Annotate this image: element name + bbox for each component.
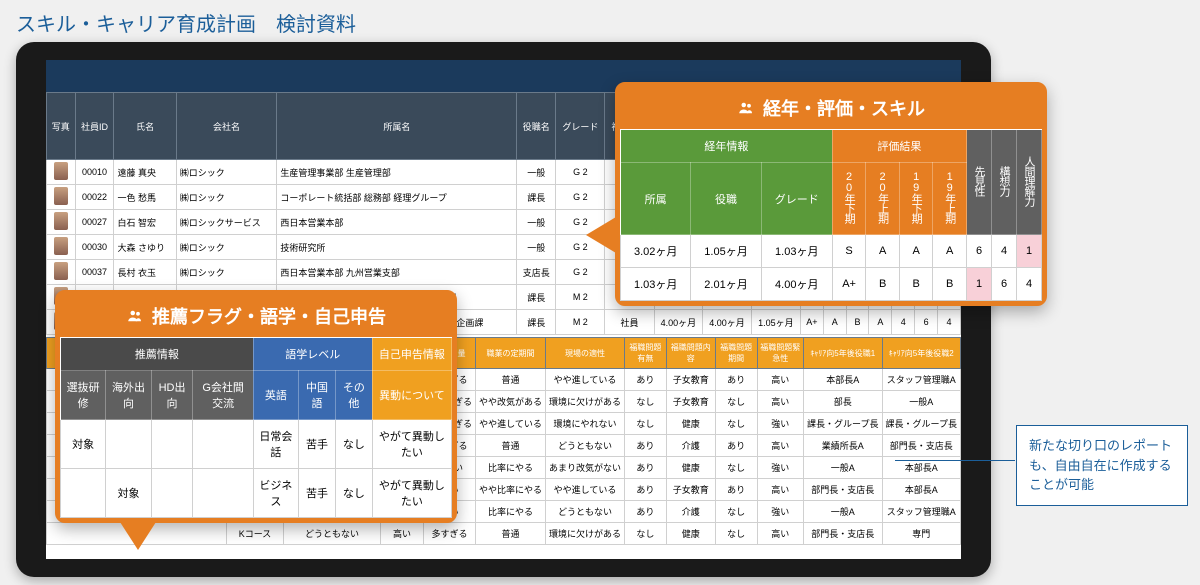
table-row: 対象ビジネス苦手なしやがて異動したい (61, 469, 452, 518)
col-header[interactable]: 役職名 (517, 93, 556, 160)
table-row[interactable]: Kコースどうともない高い多すぎる普通環境に欠けがあるなし健康なし高い部門長・支店… (47, 523, 961, 545)
col-header[interactable]: 社員ID (75, 93, 114, 160)
col-header: 選抜研修 (61, 371, 106, 420)
table-row: 1.03ヶ月2.01ヶ月4.00ヶ月A+BBB164 (621, 268, 1042, 301)
side-note: 新たな切り口のレポートも、自由自在に作成することが可能 (1016, 425, 1188, 506)
col-header[interactable]: 福職問題有無 (625, 338, 667, 369)
avatar (54, 187, 68, 205)
col-header: 海外出向 (106, 371, 151, 420)
col-header[interactable]: 福職問題内容 (666, 338, 715, 369)
col-header: HD出向 (151, 371, 193, 420)
avatar (54, 212, 68, 230)
col-header: 人間理解力 (1017, 130, 1042, 235)
people-icon (737, 99, 755, 117)
table-row: 対象日常会話苦手なしやがて異動したい (61, 420, 452, 469)
callout-recommend-lang-header: 推薦フラグ・語学・自己申告 (60, 295, 452, 337)
col-header: 20年上期 (866, 163, 900, 235)
col-header: 英語 (253, 371, 298, 420)
callout-pointer-icon (586, 217, 616, 253)
col-group: 語学レベル (253, 338, 372, 371)
col-header: 役職 (691, 163, 761, 235)
col-group: 経年情報 (621, 130, 833, 163)
avatar (54, 237, 68, 255)
callout-recommend-lang: 推薦フラグ・語学・自己申告 推薦情報語学レベル自己申告情報選抜研修海外出向HD出… (55, 290, 457, 523)
col-header[interactable]: 福職問題緊急性 (757, 338, 804, 369)
callout-pointer-icon (120, 522, 156, 550)
col-header: 20年下期 (832, 163, 866, 235)
avatar (54, 162, 68, 180)
col-header: 19年上期 (933, 163, 967, 235)
col-header[interactable]: 職業の定期間 (475, 338, 545, 369)
col-header: 異動について (372, 371, 451, 420)
table-row: 3.02ヶ月1.05ヶ月1.03ヶ月SAAA641 (621, 235, 1042, 268)
col-group: 推薦情報 (61, 338, 254, 371)
col-header[interactable]: グレード (556, 93, 605, 160)
col-header[interactable]: 所属名 (277, 93, 517, 160)
col-header[interactable]: ｷｬﾘｱ向5年後役職1 (804, 338, 882, 369)
col-header: 所属 (621, 163, 691, 235)
people-icon (126, 307, 144, 325)
col-header: グレード (761, 163, 832, 235)
col-header: その他 (335, 371, 372, 420)
col-header[interactable]: ｷｬﾘｱ向5年後役職2 (882, 338, 961, 369)
avatar (54, 262, 68, 280)
callout-skill-eval: 経年・評価・スキル 経年情報評価結果先見性構想力人間理解力所属役職グレード20年… (615, 82, 1047, 306)
col-header[interactable]: 氏名 (114, 93, 176, 160)
callout-skill-eval-header: 経年・評価・スキル (620, 87, 1042, 129)
col-header: 中国語 (299, 371, 336, 420)
col-header[interactable]: 福職問題期間 (715, 338, 757, 369)
col-header[interactable]: 現場の適性 (546, 338, 625, 369)
col-header[interactable]: 会社名 (176, 93, 277, 160)
col-group: 自己申告情報 (372, 338, 451, 371)
col-header[interactable]: 写真 (47, 93, 76, 160)
col-header: 19年下期 (899, 163, 933, 235)
col-header: 先見性 (967, 130, 992, 235)
col-header: G会社間交流 (193, 371, 253, 420)
col-header: 構想力 (992, 130, 1017, 235)
page-title: スキル・キャリア育成計画 検討資料 (0, 0, 1200, 45)
connector-line (895, 460, 1015, 461)
col-group: 評価結果 (832, 130, 966, 163)
